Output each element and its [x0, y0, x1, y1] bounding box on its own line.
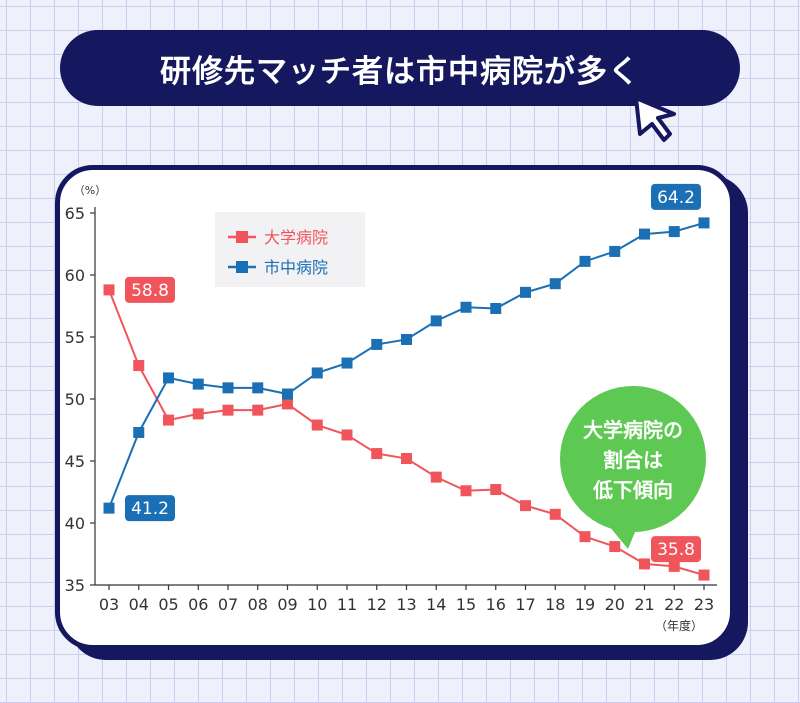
x-tick-label: 18 [545, 595, 565, 614]
data-point [460, 301, 472, 313]
data-point [668, 560, 680, 572]
data-point [520, 286, 531, 298]
data-point [282, 398, 293, 410]
x-tick-label: 13 [396, 595, 416, 614]
data-point [311, 367, 323, 379]
x-tick-label: 16 [486, 595, 506, 614]
data-point [371, 338, 383, 350]
data-point [192, 378, 204, 390]
y-unit-label: （%） [74, 184, 106, 197]
callout-text: 割合は [603, 448, 663, 472]
data-point [698, 217, 710, 229]
x-tick-label: 15 [456, 595, 476, 614]
x-tick-label: 17 [515, 595, 535, 614]
x-tick-label: 04 [129, 595, 149, 614]
x-tick-label: 22 [664, 595, 684, 614]
page-title: 研修先マッチ者は市中病院が多く [60, 30, 740, 106]
data-point [698, 569, 710, 581]
data-point [163, 414, 174, 426]
mouse-pointer-icon [634, 96, 676, 142]
x-unit-label: （年度） [655, 618, 703, 633]
data-label: 64.2 [657, 188, 695, 208]
callout-bubble [560, 386, 706, 532]
data-point [639, 228, 650, 240]
data-label: 58.8 [131, 281, 169, 301]
x-tick-label: 20 [605, 595, 625, 614]
y-tick-label: 45 [65, 452, 85, 471]
legend-box [215, 212, 365, 287]
x-tick-label: 19 [575, 595, 595, 614]
callout-text: 低下傾向 [592, 478, 673, 502]
x-tick-label: 09 [277, 595, 297, 614]
data-point [252, 382, 264, 394]
x-tick-label: 12 [367, 595, 387, 614]
data-point [430, 471, 442, 483]
y-tick-label: 60 [65, 266, 85, 285]
data-point [401, 453, 412, 465]
data-label-box [651, 536, 701, 563]
data-label: 35.8 [657, 540, 695, 560]
data-point [401, 333, 412, 345]
data-point [668, 226, 680, 238]
data-point [579, 255, 591, 267]
data-point [520, 500, 531, 512]
y-tick-label: 50 [65, 390, 85, 409]
legend-marker [236, 231, 248, 243]
callout-text: 大学病院の [583, 418, 683, 442]
legend-marker [236, 261, 248, 273]
data-point [371, 448, 383, 460]
x-tick-label: 06 [188, 595, 208, 614]
data-point [192, 408, 204, 420]
y-tick-label: 65 [65, 204, 85, 223]
data-label-box [125, 495, 175, 522]
x-tick-label: 21 [634, 595, 654, 614]
data-point [609, 245, 621, 257]
data-point [430, 315, 442, 327]
data-point [460, 485, 472, 497]
data-point [549, 508, 561, 520]
data-point [609, 541, 621, 553]
data-point [252, 404, 264, 416]
data-label-box [125, 276, 175, 303]
data-label-box [651, 183, 701, 210]
x-tick-label: 11 [337, 595, 357, 614]
data-point [133, 426, 145, 438]
x-tick-label: 07 [218, 595, 238, 614]
x-tick-label: 05 [158, 595, 178, 614]
legend-label: 市中病院 [264, 258, 328, 277]
data-point [639, 558, 650, 570]
data-point [103, 284, 115, 296]
data-point [163, 372, 174, 384]
x-tick-label: 08 [248, 595, 268, 614]
data-point [341, 429, 353, 441]
data-point [133, 360, 145, 372]
legend-label: 大学病院 [264, 228, 328, 247]
data-point [311, 419, 323, 431]
data-point [579, 531, 591, 543]
y-tick-label: 55 [65, 328, 85, 347]
x-tick-label: 03 [99, 595, 119, 614]
x-tick-label: 23 [694, 595, 714, 614]
x-tick-label: 14 [426, 595, 446, 614]
data-point [490, 302, 502, 314]
y-tick-label: 40 [65, 514, 85, 533]
data-point [222, 382, 234, 394]
x-tick-label: 10 [307, 595, 327, 614]
y-tick-label: 35 [65, 576, 85, 595]
data-point [222, 404, 234, 416]
data-label: 41.2 [131, 499, 169, 519]
data-point [341, 357, 353, 369]
data-point [103, 502, 115, 514]
data-point [490, 484, 502, 496]
data-point [549, 278, 561, 290]
data-point [282, 388, 293, 400]
